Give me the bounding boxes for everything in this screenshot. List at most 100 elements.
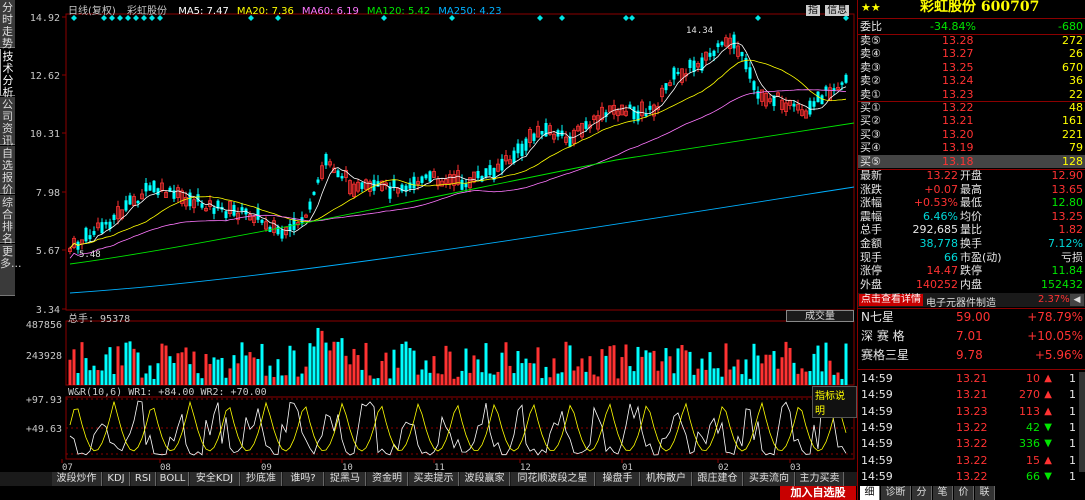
industry-name[interactable]: 电子元器件制造: [926, 298, 996, 309]
candle-body: [124, 200, 128, 211]
indicator-button[interactable]: 指: [806, 5, 820, 16]
ma-label-1: MA20: 7.36: [236, 6, 294, 17]
ma-label-4: MA250: 4.23: [438, 6, 502, 17]
left-tab-2[interactable]: 公司资讯: [0, 97, 15, 147]
candle-body: [172, 190, 176, 199]
candle-body: [796, 103, 800, 111]
chevron-left-icon[interactable]: ◀: [1070, 294, 1084, 306]
indicator-tab-11[interactable]: 同花顺波段之星: [511, 472, 595, 486]
candle-body: [432, 171, 436, 178]
buys-order-volume: 221: [1062, 127, 1083, 141]
candle-body: [328, 161, 332, 166]
candle-body: [388, 186, 392, 199]
volume-bar: [716, 368, 720, 385]
bottom-right-tab-3[interactable]: 笔: [933, 486, 953, 500]
candle-body: [704, 51, 708, 61]
left-tab-0[interactable]: 分时走势: [0, 0, 15, 50]
indicator-explain-button[interactable]: 指标说明: [812, 386, 857, 418]
sells-order-volume: 26: [1069, 47, 1083, 61]
volume-bar: [568, 345, 572, 385]
candle-body: [196, 194, 200, 202]
volume-bar: [360, 369, 364, 385]
indicator-tab-10[interactable]: 波段赢家: [460, 472, 510, 486]
indicator-tab-9[interactable]: 买卖提示: [409, 472, 459, 486]
volume-bar: [396, 367, 400, 385]
candle-body: [144, 182, 148, 192]
volume-bar: [708, 352, 712, 385]
kline-chart-area[interactable]: 14.92 12.62 10.31 7.98 5.67 3.34 487856 243928 +…: [16, 0, 857, 472]
candle-body: [600, 106, 604, 121]
indicator-tab-12[interactable]: 操盘手: [596, 472, 640, 486]
candle-body: [592, 115, 596, 121]
related-stock-name[interactable]: 赛格三星: [861, 348, 910, 362]
sells-order-row: 卖② 13.24 36: [858, 74, 1085, 88]
indicator-tab-13[interactable]: 机构散户: [641, 472, 692, 486]
indicator-tab-2[interactable]: RSI: [131, 472, 156, 486]
candle-body: [476, 171, 480, 179]
volume-bar: [668, 356, 672, 385]
indicator-tab-14[interactable]: 跟庄建仓: [693, 472, 743, 486]
left-tab-5[interactable]: 更多...: [0, 244, 22, 296]
bottom-right-tab-1[interactable]: 诊断: [881, 486, 911, 500]
buys-order-label: 买②: [860, 114, 881, 128]
candle-body: [784, 102, 788, 112]
tick-scrollbar[interactable]: [1079, 372, 1085, 472]
related-stock-name[interactable]: N七星: [861, 310, 894, 324]
detail-button[interactable]: 点击查看详情: [859, 294, 923, 306]
candle-body: [604, 112, 608, 117]
volume-bar: [376, 378, 380, 385]
volume-bar: [820, 371, 824, 385]
candle-body: [264, 221, 268, 230]
volume-bar: [272, 377, 276, 385]
volume-bar: [184, 347, 188, 385]
ma60-line: [69, 89, 847, 259]
indicator-tab-4[interactable]: 安全KDJ: [190, 472, 240, 486]
bottom-right-tab-2[interactable]: 分: [912, 486, 932, 500]
tick-price: 13.22: [956, 453, 988, 467]
tick-row: 14:59 13.21 10 ▲ 1: [858, 372, 1085, 386]
candle-body: [344, 169, 348, 178]
indicator-tab-6[interactable]: 谁吗?: [283, 472, 324, 486]
volume-bar: [320, 330, 324, 385]
candle-body: [692, 60, 696, 72]
indicator-tab-3[interactable]: BOLL: [157, 472, 189, 486]
volume-bar: [280, 375, 284, 385]
left-tab-1[interactable]: 技术分析: [0, 49, 15, 99]
volume-select[interactable]: 成交量: [786, 310, 854, 322]
volume-bar: [156, 363, 160, 385]
kline-chart[interactable]: 14.92 12.62 10.31 7.98 5.67 3.34 487856 243928 +…: [16, 0, 857, 472]
indicator-tab-5[interactable]: 抄底准: [241, 472, 282, 486]
volume-bar: [464, 348, 468, 385]
volume-bar: [252, 357, 256, 385]
indicator-tab-0[interactable]: 波段炒作: [52, 472, 102, 486]
candle-body: [536, 125, 540, 138]
left-tab-3[interactable]: 自选报价: [0, 146, 15, 196]
related-stock-row[interactable]: N七星 59.00 +78.79%: [858, 311, 1085, 327]
volume-bar: [380, 360, 384, 385]
related-stock-name[interactable]: 深 赛 格: [861, 329, 905, 343]
bottom-right-tab-0[interactable]: 细: [860, 486, 880, 500]
indicator-tab-7[interactable]: 捉黑马: [325, 472, 366, 486]
volume-bar: [636, 346, 640, 385]
candle-body: [660, 87, 664, 98]
tick-count: 1: [1069, 469, 1076, 483]
bottom-right-tab-5[interactable]: 联: [975, 486, 995, 500]
bottom-right-tab-4[interactable]: 价: [954, 486, 974, 500]
add-to-watchlist-button[interactable]: 加入自选股: [780, 486, 856, 500]
indicator-tab-16[interactable]: 主力买卖: [796, 472, 844, 486]
indicator-tab-8[interactable]: 资金明: [367, 472, 408, 486]
indicator-tab-15[interactable]: 买卖流向: [744, 472, 795, 486]
candle-body: [224, 211, 228, 219]
indicator-tab-1[interactable]: KDJ: [103, 472, 130, 486]
volume-bar: [248, 352, 252, 385]
candle-body: [148, 185, 152, 191]
volume-bar: [140, 377, 144, 385]
info-button[interactable]: 信息: [825, 5, 850, 16]
related-stock-row[interactable]: 深 赛 格 7.01 +10.05%: [858, 330, 1085, 346]
left-tab-4[interactable]: 综合排名: [0, 195, 15, 245]
stat-row: 现手 66 市盈(动) 亏损: [858, 251, 1085, 265]
related-stock-row[interactable]: 赛格三星 9.78 +5.96%: [858, 349, 1085, 365]
volume-bar: [688, 351, 692, 385]
volume-bar: [96, 370, 100, 385]
stat-row: 涨跌 +0.07 最高 13.65: [858, 183, 1085, 197]
